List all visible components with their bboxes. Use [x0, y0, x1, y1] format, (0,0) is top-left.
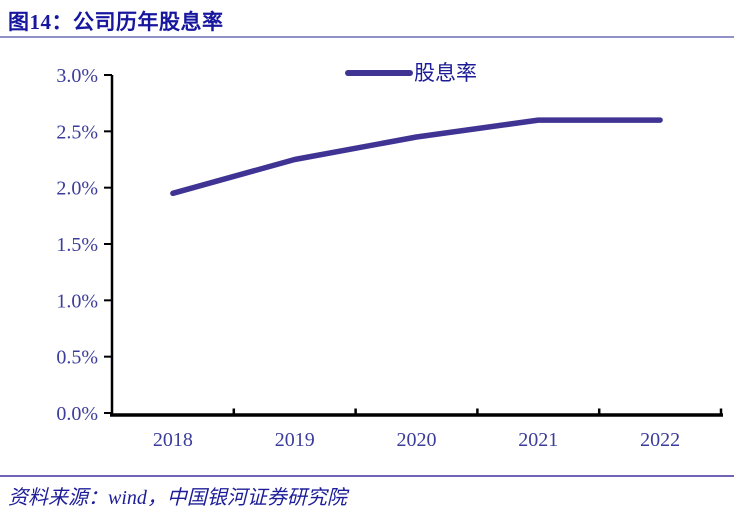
x-axis-tick-label: 2022: [640, 429, 680, 451]
y-axis-tick-label: 1.5%: [56, 234, 98, 256]
y-axis-tick-label: 1.0%: [56, 290, 98, 312]
y-axis-tick-label: 3.0%: [56, 65, 98, 87]
y-axis-tick-label: 2.0%: [56, 178, 98, 200]
dividend-yield-series-line: [170, 117, 663, 197]
x-axis-tick-label: 2019: [275, 429, 315, 451]
x-axis-tick-label: 2020: [397, 429, 437, 451]
figure-title: 图14：公司历年股息率: [8, 10, 224, 34]
y-axis-tick-label: 0.0%: [56, 403, 98, 425]
x-axis-tick-label: 2018: [153, 429, 193, 451]
x-axis-tick-label: 2021: [518, 429, 558, 451]
title-divider-line: [0, 36, 734, 38]
y-axis-tick-label: 2.5%: [56, 121, 98, 143]
source-note: 资料来源：wind，中国银河证券研究院: [8, 487, 347, 509]
y-axis-tick-label: 0.5%: [56, 347, 98, 369]
footer-divider-line: [0, 475, 734, 477]
legend-series-label: 股息率: [414, 61, 477, 85]
